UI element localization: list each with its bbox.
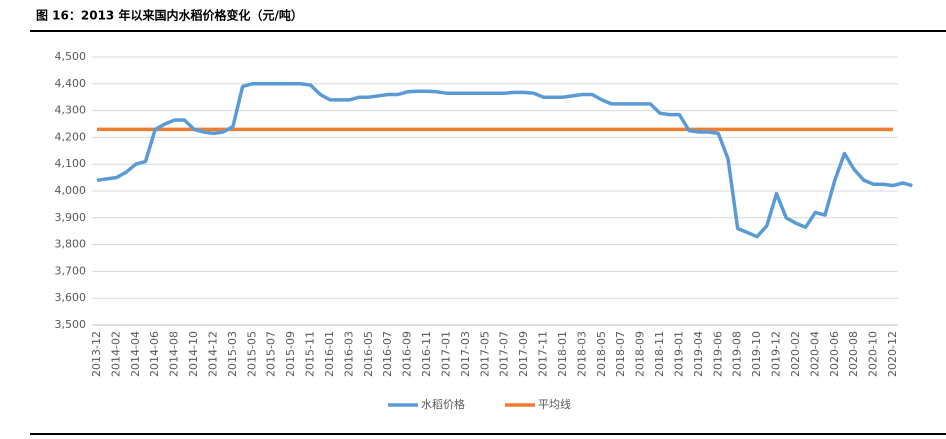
x-tick-label: 2018-09: [634, 331, 647, 377]
y-tick-label: 3,700: [55, 264, 87, 277]
x-tick-label: 2014-04: [129, 331, 142, 377]
x-tick-label: 2015-09: [284, 331, 297, 377]
x-tick-label: 2016-01: [323, 331, 336, 377]
y-tick-label: 3,600: [55, 291, 87, 304]
y-tick-label: 4,000: [55, 184, 87, 197]
y-tick-label: 4,300: [55, 104, 87, 117]
x-tick-label: 2014-12: [206, 331, 219, 377]
x-tick-label: 2018-01: [556, 331, 569, 377]
x-tick-label: 2017-07: [498, 331, 511, 377]
x-tick-label: 2020-08: [847, 331, 860, 377]
x-tick-label: 2015-03: [226, 331, 239, 377]
x-tick-label: 2015-11: [304, 331, 317, 377]
x-tick-label: 2020-02: [789, 331, 802, 377]
x-tick-label: 2020-12: [886, 331, 899, 377]
x-tick-label: 2018-03: [575, 331, 588, 377]
x-tick-label: 2016-11: [420, 331, 433, 377]
x-tick-label: 2017-09: [517, 331, 530, 377]
y-tick-label: 4,400: [55, 77, 87, 90]
y-tick-label: 3,800: [55, 238, 87, 251]
legend-label: 水稻价格: [421, 397, 465, 411]
x-tick-label: 2020-06: [828, 331, 841, 377]
x-tick-label: 2014-06: [148, 331, 161, 377]
x-tick-label: 2017-01: [439, 331, 452, 377]
x-tick-label: 2016-05: [362, 331, 375, 377]
x-tick-label: 2016-09: [401, 331, 414, 377]
x-tick-label: 2014-02: [109, 331, 122, 377]
y-tick-label: 4,500: [55, 50, 87, 63]
x-tick-label: 2020-04: [808, 331, 821, 377]
x-tick-label: 2017-11: [537, 331, 550, 377]
y-tick-label: 4,200: [55, 130, 87, 143]
x-tick-label: 2014-10: [187, 331, 200, 377]
x-tick-label: 2019-06: [711, 331, 724, 377]
x-tick-label: 2018-11: [653, 331, 666, 377]
y-tick-label: 4,100: [55, 157, 87, 170]
x-tick-label: 2019-12: [770, 331, 783, 377]
price-line: [96, 82, 913, 239]
x-tick-label: 2014-08: [168, 331, 181, 377]
y-tick-label: 3,500: [55, 318, 87, 331]
x-tick-label: 2016-03: [342, 331, 355, 377]
x-tick-label: 2017-05: [478, 331, 491, 377]
x-tick-label: 2019-04: [692, 331, 705, 377]
legend-label: 平均线: [538, 397, 571, 411]
x-tick-label: 2018-05: [595, 331, 608, 377]
x-tick-label: 2019-10: [750, 331, 763, 377]
x-tick-label: 2017-03: [459, 331, 472, 377]
x-tick-label: 2015-05: [245, 331, 258, 377]
x-tick-label: 2013-12: [90, 331, 103, 377]
x-tick-label: 2018-07: [614, 331, 627, 377]
chart-title: 图 16：2013 年以来国内水稻价格变化（元/吨）: [36, 8, 303, 23]
x-tick-label: 2016-07: [381, 331, 394, 377]
x-tick-label: 2015-07: [265, 331, 278, 377]
x-tick-label: 2019-01: [672, 331, 685, 377]
y-tick-label: 3,900: [55, 211, 87, 224]
x-tick-label: 2019-08: [731, 331, 744, 377]
x-tick-label: 2020-10: [867, 331, 880, 377]
